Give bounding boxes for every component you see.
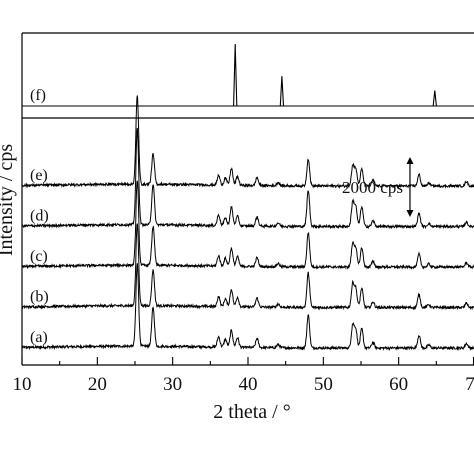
pattern-trace [21,180,474,271]
scale-bar-label: 2000 cps [342,178,403,197]
pattern-trace [21,95,474,190]
scale-bar-arrow-up [406,157,414,164]
reference-panel-frame [21,32,474,119]
x-tick-label: 30 [163,374,182,395]
reference-peak [432,90,437,107]
reference-peak [279,76,285,107]
pattern-trace [21,263,474,352]
x-axis-tick-labels: 10 20 30 40 50 60 7 [13,374,474,395]
pattern-label: (e) [30,167,48,184]
x-tick-label: 20 [88,374,107,395]
scale-bar-arrow-down [406,210,414,217]
pattern-label: (a) [30,329,48,346]
y-axis-title: Intensity / cps [0,144,17,256]
pattern-trace [21,127,474,230]
x-tick-label: 10 [13,374,32,395]
pattern-labels: (a) (b) (c) (d) (e) (f) [30,87,49,346]
scale-bar: 2000 cps [342,157,414,217]
x-axis-title: 2 theta / ° [213,401,290,423]
pattern-traces [21,43,474,352]
x-axis-ticks [21,357,474,365]
pattern-trace [21,223,474,311]
pattern-label: (b) [30,289,49,306]
main-panel-frame [21,118,474,366]
x-tick-label: 60 [389,374,408,395]
x-tick-label: 50 [314,374,333,395]
pattern-label: (d) [30,208,49,225]
x-tick-label: 7 [465,374,474,395]
pattern-label: (f) [30,87,46,104]
reference-peak [233,43,238,107]
pattern-label: (c) [30,248,48,265]
x-tick-label: 40 [239,374,258,395]
